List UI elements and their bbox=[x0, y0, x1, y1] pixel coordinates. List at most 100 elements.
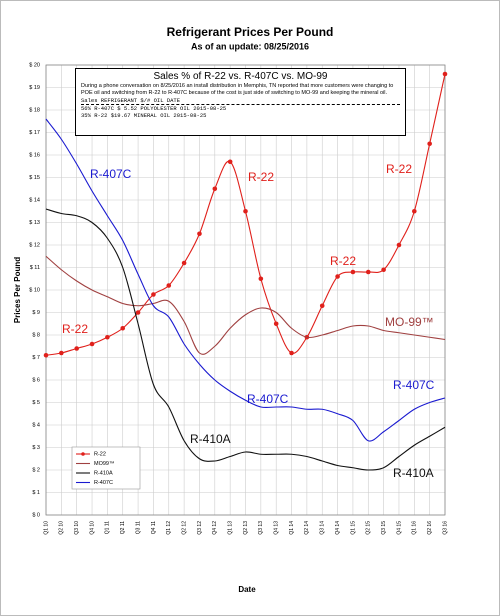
annotation: R-410A bbox=[393, 466, 434, 480]
x-tick-label: Q2 10 bbox=[59, 521, 65, 535]
note-line: Sales REFRIGERANT $/# OIL DATE bbox=[81, 97, 181, 104]
note-line: 35% R-22 $19.67 MINERAL OIL 2015-08-25 bbox=[81, 112, 207, 119]
point bbox=[412, 208, 417, 214]
annotation: R-22 bbox=[330, 254, 356, 268]
y-tick-label: $ 9 bbox=[32, 310, 40, 316]
y-tick-label: $ 1 bbox=[32, 490, 40, 496]
x-tick-label: Q4 11 bbox=[151, 521, 157, 534]
point bbox=[319, 303, 325, 309]
x-tick-label: Q4 12 bbox=[212, 521, 218, 535]
legend-label: R-22 bbox=[94, 451, 106, 457]
x-tick-label: Q3 13 bbox=[258, 521, 264, 535]
point bbox=[120, 325, 126, 331]
chart-title: Refrigerant Prices Per Pound bbox=[167, 25, 334, 39]
series-line bbox=[45, 118, 446, 442]
x-tick-label: Q2 11 bbox=[120, 521, 126, 534]
point bbox=[335, 274, 340, 279]
x-tick-label: Q1 16 bbox=[412, 521, 418, 535]
point bbox=[59, 350, 64, 356]
point bbox=[365, 269, 371, 275]
annotation: R-407C bbox=[247, 392, 289, 406]
y-tick-label: $ 11 bbox=[30, 265, 40, 271]
point bbox=[442, 71, 448, 77]
y-tick-label: $ 2 bbox=[32, 467, 40, 473]
point bbox=[350, 269, 356, 275]
annotation: R-22 bbox=[248, 170, 274, 184]
point bbox=[381, 267, 386, 273]
x-tick-label: Q2 13 bbox=[243, 521, 249, 535]
x-tick-label: Q2 14 bbox=[304, 521, 310, 535]
y-tick-label: $ 16 bbox=[29, 152, 40, 158]
y-tick-label: $ 17 bbox=[29, 130, 40, 136]
x-tick-label: Q3 11 bbox=[135, 521, 141, 534]
point bbox=[105, 334, 110, 340]
x-tick-label: Q1 14 bbox=[289, 521, 295, 535]
annotation: MO-99™ bbox=[385, 315, 434, 329]
note-title: Sales % of R-22 vs. R-407C vs. MO-99 bbox=[153, 71, 328, 82]
point bbox=[181, 260, 187, 266]
series-line bbox=[45, 255, 446, 355]
point bbox=[273, 321, 279, 327]
x-tick-label: Q4 14 bbox=[335, 521, 341, 535]
x-tick-label: Q4 15 bbox=[396, 521, 402, 535]
y-tick-label: $ 15 bbox=[29, 175, 40, 181]
note-box: Sales % of R-22 vs. R-407C vs. MO-99 Dur… bbox=[75, 68, 406, 136]
annotation: R-22 bbox=[62, 322, 88, 336]
y-tick-label: $ 8 bbox=[32, 332, 40, 338]
y-tick-label: $ 13 bbox=[29, 220, 40, 226]
point bbox=[135, 310, 141, 315]
note-line: 56% R-407C $ 5.52 POLYOLESTER OIL 2015-0… bbox=[81, 104, 400, 112]
point bbox=[258, 276, 264, 282]
x-tick-label: Q3 15 bbox=[381, 521, 387, 535]
point bbox=[396, 242, 402, 248]
x-axis-title: Date bbox=[238, 585, 256, 594]
x-tick-label: Q3 10 bbox=[74, 521, 80, 535]
y-tick-label: $ 14 bbox=[29, 197, 40, 203]
y-tick-label: $ 4 bbox=[32, 422, 40, 428]
y-tick-label: $ 0 bbox=[32, 512, 40, 518]
point bbox=[89, 341, 95, 347]
legend-label: R-410A bbox=[94, 470, 113, 476]
x-tick-label: Q2 16 bbox=[427, 521, 433, 535]
y-tick-label: $ 19 bbox=[29, 85, 40, 91]
point bbox=[289, 350, 294, 356]
annotation: R-410A bbox=[190, 432, 231, 446]
point bbox=[427, 141, 432, 147]
x-tick-label: Q4 10 bbox=[89, 521, 95, 535]
x-tick-label: Q3 14 bbox=[320, 521, 326, 535]
x-tick-label: Q1 13 bbox=[227, 521, 233, 535]
plot-area bbox=[45, 64, 446, 516]
y-tick-label: $ 10 bbox=[29, 287, 40, 293]
point bbox=[166, 283, 172, 288]
y-tick-label: $ 6 bbox=[32, 377, 40, 383]
x-tick-label: Q1 10 bbox=[43, 521, 49, 535]
point bbox=[227, 159, 233, 165]
point bbox=[151, 292, 156, 297]
y-tick-label: $ 20 bbox=[29, 62, 40, 68]
x-tick-label: Q2 12 bbox=[181, 521, 187, 535]
point bbox=[74, 346, 79, 351]
x-tick-label: Q1 12 bbox=[166, 521, 172, 535]
legend-marker bbox=[81, 452, 85, 456]
y-tick-label: $ 12 bbox=[29, 242, 40, 248]
legend-label: R-407C bbox=[94, 480, 113, 486]
x-tick-label: Q1 11 bbox=[105, 521, 111, 534]
x-tick-label: Q3 12 bbox=[197, 521, 203, 535]
point bbox=[243, 208, 248, 214]
series-line bbox=[45, 208, 446, 471]
legend-label: MO99™ bbox=[94, 461, 114, 467]
x-tick-label: Q3 16 bbox=[442, 521, 448, 535]
x-tick-label: Q2 15 bbox=[366, 521, 372, 535]
note-body: During a phone conversation on 8/25/2016… bbox=[81, 83, 394, 96]
y-axis-title: Prices Per Pound bbox=[13, 257, 22, 323]
x-tick-label: Q1 15 bbox=[350, 521, 356, 535]
point bbox=[212, 186, 218, 192]
annotation: R-407C bbox=[393, 378, 435, 392]
annotation: R-407C bbox=[90, 167, 132, 181]
x-tick-label: Q4 13 bbox=[274, 521, 280, 535]
point bbox=[197, 231, 202, 237]
annotation: R-22 bbox=[386, 162, 412, 176]
point bbox=[43, 352, 49, 358]
y-tick-label: $ 7 bbox=[32, 355, 40, 361]
